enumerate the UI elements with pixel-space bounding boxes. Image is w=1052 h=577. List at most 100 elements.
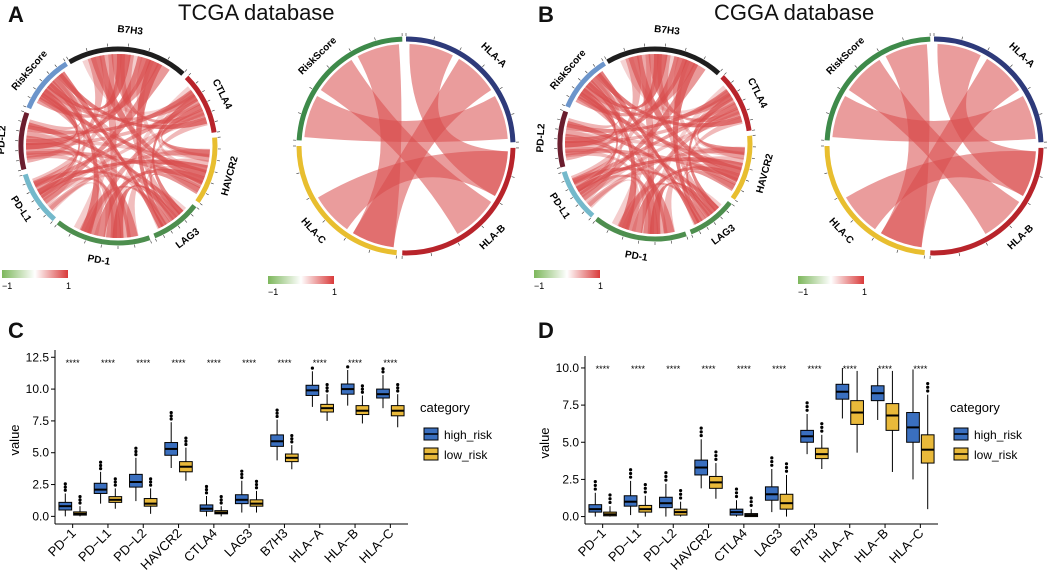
significance-label: **** [66, 358, 81, 368]
outlier-point [113, 483, 117, 487]
y-tick-label: 2.5 [32, 478, 49, 492]
x-tick-label: LAG3 [221, 526, 255, 560]
significance-label: **** [807, 364, 822, 374]
chord-ribbon [621, 107, 740, 231]
tick-mark [184, 69, 188, 72]
tick-mark [27, 96, 31, 99]
x-tick-label: PD−1 [575, 526, 609, 560]
sector-arc-pd-l1 [561, 170, 595, 218]
category-legend: category high_risk low_risk [950, 400, 1023, 462]
sector-arc-ctla4 [184, 75, 217, 133]
chord-ribbon [26, 55, 104, 163]
chord-ribbon [567, 75, 621, 129]
sector-label-hla-c: HLA-C [826, 216, 855, 246]
tick-mark [322, 220, 326, 223]
y-tick-label: 0.0 [32, 509, 49, 523]
tick-mark [731, 80, 734, 83]
box-low-risk [779, 493, 794, 510]
outlier-point [643, 483, 647, 487]
tick-mark [575, 204, 579, 207]
chord-ribbon [565, 146, 613, 184]
outlier-point [679, 496, 683, 500]
chord-ribbon [587, 79, 637, 231]
significance-label: **** [631, 364, 646, 374]
chord-ribbon [151, 94, 199, 215]
outlier-point [184, 436, 188, 440]
chord-ribbon [26, 130, 77, 199]
tick-mark [850, 220, 854, 223]
tick-mark [84, 240, 86, 244]
tick-mark [46, 71, 50, 74]
significance-label: **** [737, 364, 752, 374]
tick-mark [570, 197, 573, 200]
x-tick-label: CTLA4 [181, 526, 220, 565]
outlier-point [396, 386, 400, 390]
chord-ribbon [46, 53, 131, 111]
tick-mark [699, 231, 702, 235]
chord-ribbon [58, 71, 164, 229]
tick-mark [565, 189, 569, 192]
outlier-point [926, 381, 930, 386]
tick-mark [556, 167, 560, 169]
outlier-point [820, 425, 824, 429]
outlier-point [134, 449, 138, 454]
y-tick-label: 5.0 [32, 446, 49, 460]
significance-label: **** [913, 364, 928, 374]
sector-ticks [293, 145, 397, 259]
chord-ribbon [49, 80, 100, 234]
legend-max-label: 1 [332, 287, 337, 297]
sector-ticks [558, 172, 591, 221]
sector-arc-ctla4 [720, 75, 752, 132]
chord-ribbon [573, 97, 736, 188]
outlier-point [749, 496, 753, 500]
tick-mark [66, 56, 69, 60]
chord-ribbon [83, 108, 205, 235]
tick-mark [987, 47, 990, 51]
tick-mark [592, 221, 595, 224]
chord-ribbon [149, 118, 208, 225]
legend-min-label: −1 [534, 281, 544, 291]
sector-label-ctla4: CTLA4 [745, 76, 769, 110]
tick-mark [23, 105, 27, 108]
tick-mark [559, 109, 564, 111]
tick-mark [557, 118, 561, 121]
outlier-point [381, 367, 385, 371]
outlier-point [360, 387, 365, 391]
box-low-risk [143, 498, 158, 507]
sector-arc-havcr2 [195, 137, 218, 204]
tick-mark [33, 87, 36, 90]
significance-label: **** [207, 358, 222, 368]
chord-ribbon [688, 93, 734, 212]
significance-label: **** [772, 364, 787, 374]
tick-mark [876, 48, 879, 52]
tick-mark [26, 192, 30, 195]
tick-mark [63, 58, 66, 62]
sector-arc-pd-1 [594, 216, 687, 242]
panel-letter-d: D [538, 318, 554, 343]
chord-ribbon [582, 76, 624, 203]
outlier-point [240, 472, 244, 476]
tick-mark [148, 47, 151, 51]
tick-mark [566, 95, 570, 98]
x-tick-label: HLA−A [286, 525, 326, 565]
significance-label: **** [348, 358, 363, 368]
chord-ribbons [25, 53, 210, 239]
tick-mark [561, 104, 565, 106]
outlier-point [149, 477, 153, 481]
tick-mark [205, 193, 209, 196]
outlier-point [290, 433, 294, 438]
tick-mark [854, 65, 858, 68]
outlier-point [98, 463, 103, 468]
sector-label-havcr2: HAVCR2 [755, 152, 776, 194]
sector-ticks [199, 136, 221, 206]
sector-ticks [933, 33, 1047, 143]
y-tick-label: 2.5 [562, 472, 579, 486]
outlier-point [628, 475, 633, 479]
significance-label: **** [702, 364, 717, 374]
x-tick-label: PD−1 [45, 526, 79, 560]
chord-ribbon [848, 59, 1020, 235]
outlier-point [593, 487, 597, 491]
chord-ribbon [39, 92, 207, 178]
outlier-point [219, 498, 223, 502]
